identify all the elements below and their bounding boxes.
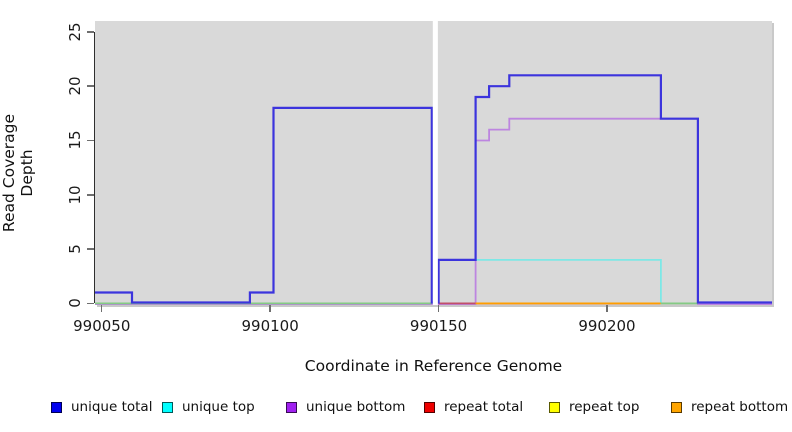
legend-swatch-icon <box>424 401 435 413</box>
y-tick-label: 10 <box>66 185 84 205</box>
x-axis-title: Coordinate in Reference Genome <box>304 357 563 375</box>
y-tick-label: 25 <box>66 22 84 42</box>
legend-item-repeat-bottom: repeat bottom <box>671 398 788 416</box>
legend-item-repeat-top: repeat top <box>549 398 639 416</box>
chart-canvas <box>95 21 772 305</box>
legend-swatch-icon <box>671 401 682 413</box>
y-tick-label: 15 <box>66 130 84 150</box>
x-tick-mark <box>100 305 103 312</box>
legend-label: unique bottom <box>306 399 406 415</box>
legend-item-unique-total: unique total <box>51 398 152 416</box>
legend-label: repeat total <box>444 399 524 415</box>
legend-item-unique-top: unique top <box>162 398 255 416</box>
x-tick-label: 990100 <box>241 317 299 335</box>
legend-label: repeat bottom <box>691 399 789 415</box>
legend-swatch-icon <box>162 401 173 413</box>
y-tick-mark <box>86 302 94 305</box>
plot-area <box>95 21 772 305</box>
y-axis-title: Read Coverage Depth <box>0 113 36 233</box>
y-tick-label: 20 <box>66 76 84 96</box>
y-tick-mark <box>86 139 94 142</box>
y-tick-label: 0 <box>66 298 84 309</box>
y-tick-label: 5 <box>66 244 84 254</box>
chart-legend: unique total unique top unique bottom repea… <box>0 398 792 418</box>
legend-label: unique total <box>71 399 153 415</box>
legend-label: unique top <box>182 399 255 415</box>
legend-swatch-icon <box>549 401 560 413</box>
x-tick-mark <box>269 305 271 312</box>
series-unique-total <box>95 74 772 304</box>
legend-item-unique-bottom: unique bottom <box>286 398 405 416</box>
legend-swatch-icon <box>286 401 297 413</box>
y-tick-mark <box>86 31 94 33</box>
y-tick-mark <box>86 194 94 196</box>
legend-item-repeat-total: repeat total <box>424 398 523 416</box>
x-tick-label: 990050 <box>73 317 131 335</box>
y-axis-line <box>93 31 95 304</box>
legend-label: repeat top <box>569 399 640 415</box>
legend-swatch-icon <box>51 401 62 413</box>
x-tick-label: 990150 <box>409 317 468 335</box>
x-tick-mark <box>437 305 440 312</box>
x-tick-mark <box>606 305 608 312</box>
y-tick-mark <box>86 85 94 87</box>
masked-gap-band <box>432 21 438 305</box>
y-tick-mark <box>86 248 94 250</box>
x-tick-label: 990200 <box>578 317 636 335</box>
